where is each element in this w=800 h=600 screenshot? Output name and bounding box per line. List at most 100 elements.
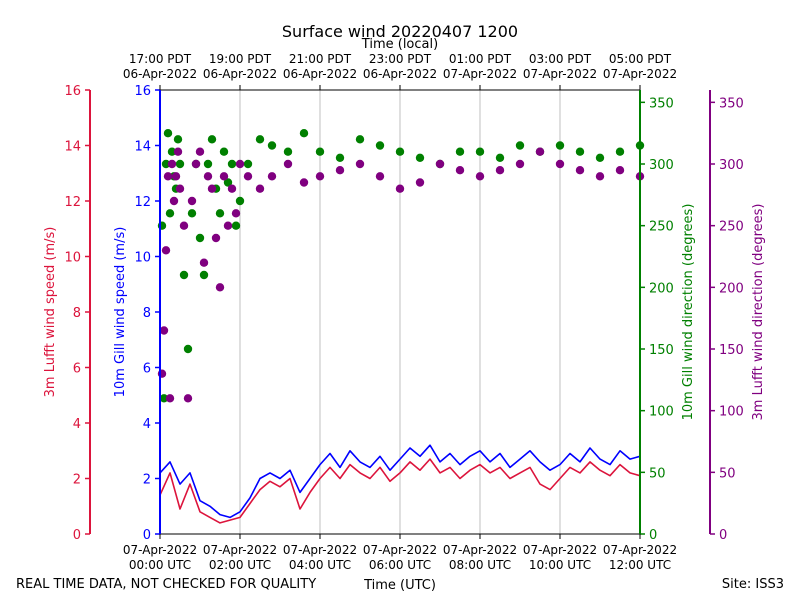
axis-tick-label-gill_dir-3: 150 (649, 343, 674, 358)
point-lufft_dir-20 (219, 172, 229, 181)
point-gill_dir-29 (299, 129, 309, 138)
point-lufft_dir-33 (375, 172, 385, 181)
top-axis-label: Time (local) (361, 37, 438, 52)
x-tick-time-4: 08:00 UTC (449, 558, 511, 572)
point-gill_dir-4 (165, 209, 175, 218)
top-tick-time-3: 23:00 PDT (369, 52, 432, 66)
point-gill_dir-12 (187, 209, 197, 218)
point-gill_dir-32 (355, 135, 365, 144)
point-lufft_dir-26 (255, 184, 265, 193)
axis-tick-label-gill_speed-2: 4 (143, 417, 151, 432)
x-tick-date-0: 07-Apr-2022 (123, 543, 197, 557)
point-gill_dir-14 (195, 233, 205, 243)
series-points-gill_dir (157, 129, 645, 403)
x-tick-date-5: 07-Apr-2022 (523, 543, 597, 557)
x-tick-time-5: 10:00 UTC (529, 558, 591, 572)
axis-tick-label-gill_dir-4: 200 (649, 281, 674, 296)
point-lufft_dir-40 (515, 159, 525, 169)
point-lufft_dir-22 (227, 184, 237, 193)
point-gill_dir-9 (175, 159, 185, 169)
point-lufft_dir-30 (315, 172, 325, 181)
point-lufft_dir-14 (195, 147, 205, 156)
point-gill_dir-27 (267, 141, 277, 150)
x-tick-date-1: 07-Apr-2022 (203, 543, 277, 557)
point-gill_dir-43 (575, 147, 585, 156)
point-lufft_dir-13 (191, 159, 201, 169)
top-tick-time-0: 17:00 PDT (129, 52, 192, 66)
axis-tick-label-lufft_speed-2: 4 (73, 417, 81, 432)
point-gill_dir-26 (255, 135, 265, 144)
point-gill_dir-34 (395, 147, 405, 156)
point-lufft_dir-21 (223, 221, 233, 230)
x-tick-time-6: 12:00 UTC (609, 558, 671, 572)
point-lufft_dir-29 (299, 178, 309, 187)
top-tick-time-2: 21:00 PDT (289, 52, 352, 66)
x-tick-date-4: 07-Apr-2022 (443, 543, 517, 557)
point-gill_dir-39 (495, 153, 505, 162)
axis-tick-label-gill_speed-6: 12 (134, 195, 151, 210)
axis-tick-label-gill_speed-7: 14 (134, 140, 151, 155)
point-lufft_dir-18 (211, 233, 221, 243)
point-lufft_dir-6 (169, 196, 179, 206)
axis-label-lufft_speed: 3m Lufft wind speed (m/s) (43, 227, 58, 398)
axis-tick-label-lufft_speed-0: 0 (73, 528, 81, 543)
axis-tick-label-gill_dir-1: 50 (649, 466, 666, 481)
axis-label-lufft_dir: 3m Lufft wind direction (degrees) (751, 204, 766, 421)
point-gill_dir-5 (167, 147, 177, 156)
x-tick-date-2: 07-Apr-2022 (283, 543, 357, 557)
axis-tick-label-gill_speed-3: 6 (143, 362, 151, 377)
point-lufft_dir-11 (183, 394, 193, 403)
axis-tick-label-gill_dir-0: 0 (649, 528, 657, 543)
point-gill_dir-31 (335, 153, 345, 162)
x-tick-date-3: 07-Apr-2022 (363, 543, 437, 557)
point-gill_dir-35 (415, 153, 425, 162)
point-lufft_dir-31 (335, 166, 345, 175)
point-lufft_dir-44 (595, 172, 605, 181)
point-lufft_dir-2 (161, 246, 171, 255)
point-lufft_dir-15 (199, 258, 209, 267)
point-lufft_dir-43 (575, 166, 585, 175)
top-tick-date-0: 06-Apr-2022 (123, 67, 197, 81)
point-gill_dir-1 (159, 394, 169, 403)
axis-tick-label-lufft_speed-8: 16 (64, 84, 81, 99)
point-gill_dir-28 (283, 147, 293, 156)
point-lufft_dir-39 (495, 166, 505, 175)
x-tick-date-6: 07-Apr-2022 (603, 543, 677, 557)
top-tick-date-1: 06-Apr-2022 (203, 67, 277, 81)
axis-tick-label-lufft_dir-6: 300 (719, 158, 744, 173)
axis-tick-label-lufft_dir-7: 350 (719, 96, 744, 111)
point-lufft_dir-16 (203, 172, 213, 181)
point-lufft_dir-37 (455, 166, 465, 175)
point-lufft_dir-9 (175, 184, 185, 193)
point-lufft_dir-35 (415, 178, 425, 187)
point-gill_dir-33 (375, 141, 385, 150)
point-gill_dir-17 (207, 135, 217, 144)
point-lufft_dir-36 (435, 159, 445, 169)
point-gill_dir-21 (223, 178, 233, 187)
x-tick-time-0: 00:00 UTC (129, 558, 191, 572)
point-lufft_dir-10 (179, 221, 189, 230)
point-lufft_dir-7 (171, 172, 181, 181)
axis-tick-label-gill_speed-5: 10 (134, 251, 151, 266)
axis-tick-label-lufft_dir-2: 100 (719, 405, 744, 420)
point-gill_dir-10 (179, 270, 189, 280)
series-points-lufft_dir (157, 147, 645, 403)
chart-title: Surface wind 20220407 1200 (282, 22, 518, 41)
point-gill_dir-40 (515, 141, 525, 150)
point-lufft_dir-19 (215, 283, 225, 292)
axis-label-gill_speed: 10m Gill wind speed (m/s) (113, 227, 128, 398)
point-gill_dir-15 (199, 270, 209, 280)
point-gill_dir-38 (475, 147, 485, 156)
x-axis-label: Time (UTC) (363, 578, 436, 593)
axis-tick-label-lufft_dir-3: 150 (719, 343, 744, 358)
axis-tick-label-gill_dir-5: 250 (649, 220, 674, 235)
axis-tick-label-gill_dir-7: 350 (649, 96, 674, 111)
axis-tick-label-lufft_speed-1: 2 (73, 473, 81, 488)
point-lufft_dir-5 (167, 159, 177, 169)
point-lufft_dir-1 (159, 326, 169, 335)
axis-tick-label-lufft_dir-4: 200 (719, 281, 744, 296)
point-lufft_dir-42 (555, 159, 565, 169)
point-gill_dir-22 (227, 159, 237, 169)
axis-tick-label-gill_dir-2: 100 (649, 405, 674, 420)
